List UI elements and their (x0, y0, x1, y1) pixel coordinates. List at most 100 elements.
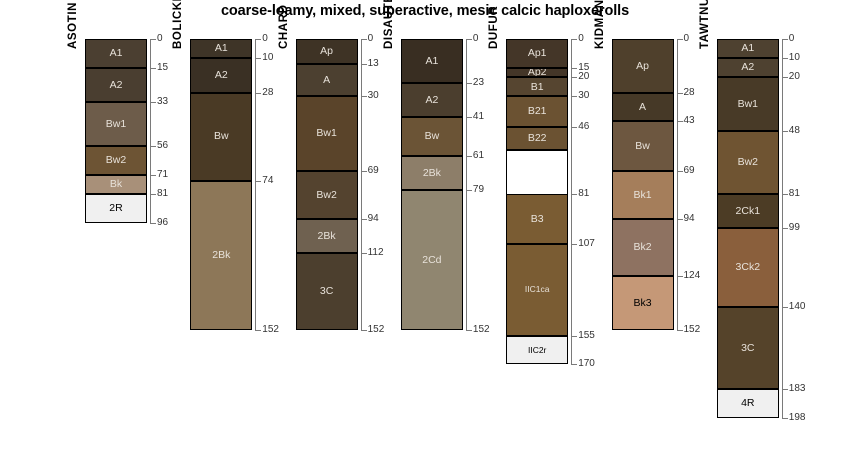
depth-tick (465, 155, 472, 157)
horizon-label: A1 (741, 42, 755, 55)
depth-tick (150, 174, 156, 176)
soil-horizon: A1 (716, 39, 779, 59)
soil-horizon: Bw2 (295, 171, 358, 219)
soil-horizon: Bw2 (85, 146, 147, 175)
depth-axis (465, 39, 467, 330)
depth-tick-label: 79 (472, 184, 485, 196)
depth-tick-label: 30 (367, 90, 379, 102)
depth-axis (255, 39, 257, 330)
depth-tick-label: 99 (788, 222, 800, 234)
depth-tick (676, 39, 683, 40)
depth-tick (571, 77, 578, 79)
depth-tick (676, 276, 683, 278)
depth-tick (150, 222, 156, 224)
horizon-label: 2Cd (422, 253, 442, 266)
horizon-label: 3C (319, 285, 334, 298)
soil-horizon: B21 (506, 96, 569, 128)
depth-tick-label: 152 (472, 323, 490, 335)
depth-tick-label: 13 (367, 57, 379, 69)
depth-tick (781, 130, 788, 132)
horizon-label: Bk1 (633, 188, 652, 201)
soil-horizon: 4R (716, 389, 779, 418)
horizon-label: Bw1 (737, 97, 759, 110)
page-title: coarse-loamy, mixed, superactive, mesic … (220, 3, 630, 19)
soil-horizon: 2Bk (190, 180, 253, 330)
soil-horizon: Bw1 (716, 77, 779, 131)
soil-horizon: A (295, 63, 358, 97)
depth-tick-label: 20 (578, 71, 590, 83)
depth-tick-label: 69 (367, 165, 379, 177)
soil-horizon: 3C (716, 306, 779, 390)
soil-horizon: Bw1 (295, 96, 358, 172)
depth-tick (781, 228, 788, 230)
horizon-label: 2Bk (317, 229, 336, 242)
depth-tick-label: 170 (578, 358, 595, 370)
depth-tick-label: 48 (788, 124, 800, 136)
soil-horizon: 2Cd (400, 190, 463, 330)
horizon-label: B1 (530, 80, 544, 93)
horizon-label: Bw1 (105, 117, 127, 130)
depth-tick (360, 39, 367, 40)
horizon-label: IIC2r (527, 344, 547, 355)
soil-horizon: Ap1 (506, 39, 569, 68)
depth-tick (255, 329, 262, 331)
depth-tick (465, 117, 472, 119)
depth-tick-label: 56 (157, 140, 169, 152)
depth-axis (571, 39, 573, 365)
depth-tick (676, 329, 683, 331)
depth-tick (676, 121, 683, 123)
depth-tick-label: 10 (788, 52, 800, 64)
depth-tick (676, 171, 683, 173)
depth-tick (571, 194, 578, 196)
soil-horizon: A2 (400, 83, 463, 118)
horizon-label: Bw (214, 130, 229, 143)
depth-tick (465, 190, 472, 192)
depth-tick (781, 194, 788, 196)
pedon-name-label: DUFUR (488, 5, 501, 49)
depth-axis (150, 39, 151, 223)
depth-tick-label: 10 (262, 52, 274, 64)
depth-tick-label: 74 (262, 174, 274, 186)
depth-tick (360, 96, 367, 98)
horizon-label: IIC1ca (524, 284, 550, 295)
depth-tick-label: 152 (262, 323, 279, 335)
depth-tick (360, 218, 367, 220)
pedon-name-label: CHARD (277, 4, 290, 49)
depth-tick (465, 83, 472, 85)
depth-tick-label: 0 (262, 33, 268, 44)
depth-tick-label: 43 (683, 115, 695, 127)
depth-tick-label: 198 (788, 411, 806, 423)
pedon-name-label: KIDMAN (593, 0, 606, 49)
horizon-label: 3Ck2 (735, 261, 761, 274)
depth-tick-label: 0 (578, 33, 584, 44)
depth-tick (360, 63, 367, 65)
horizon-label: A (638, 100, 646, 113)
pedon-name-label: ASOTIN (67, 1, 79, 49)
depth-tick (781, 306, 788, 308)
soil-horizon: Bk2 (611, 218, 674, 277)
depth-tick (571, 67, 578, 69)
depth-tick (465, 39, 472, 40)
depth-tick (571, 96, 578, 98)
horizon-label: 2R (109, 202, 123, 215)
horizon-label: B3 (530, 212, 544, 225)
depth-tick (676, 218, 683, 220)
depth-tick-label: 15 (157, 61, 169, 73)
soil-horizon: Bw1 (85, 102, 147, 147)
soil-horizon: A1 (85, 39, 147, 68)
pedon-name-label: BOLICKER (172, 0, 185, 49)
soil-horizon: A2 (190, 58, 253, 93)
depth-tick-label: 28 (683, 86, 695, 98)
depth-tick-label: 15 (578, 61, 590, 73)
depth-tick-label: 71 (157, 168, 169, 180)
horizon-label: A2 (109, 78, 123, 91)
depth-tick (571, 127, 578, 129)
depth-tick (150, 39, 156, 40)
depth-tick-label: 183 (788, 383, 806, 395)
soil-horizon: B3 (506, 194, 569, 244)
depth-tick (360, 253, 367, 255)
horizon-label: Bk2 (633, 241, 652, 254)
depth-tick (150, 67, 156, 69)
depth-tick (360, 329, 367, 331)
